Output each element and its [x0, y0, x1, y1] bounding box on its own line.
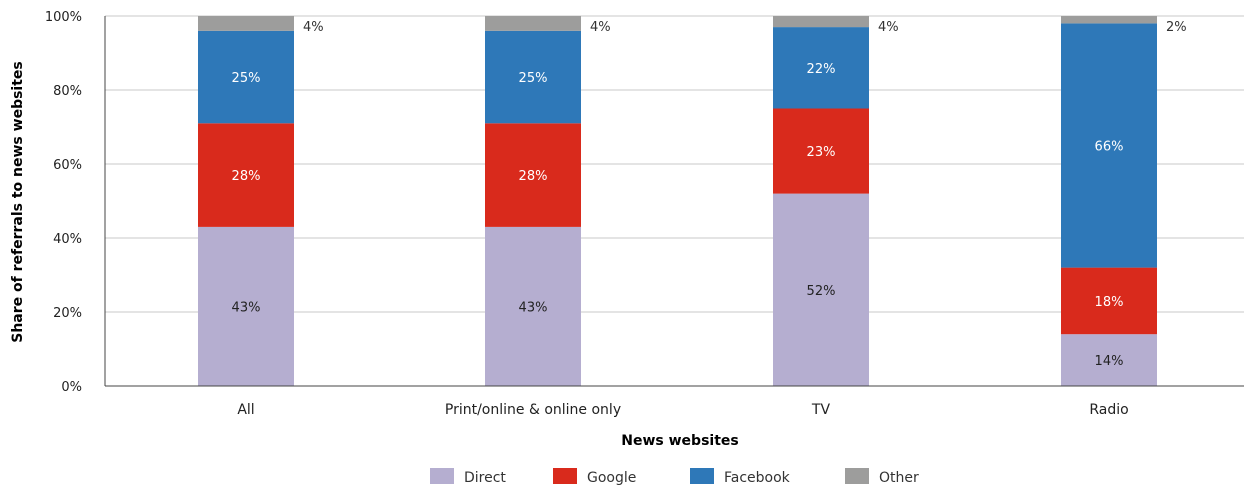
bar-segment-other — [773, 16, 869, 28]
data-label: 66% — [1095, 140, 1124, 155]
data-label: 2% — [1166, 20, 1187, 35]
bar-stack: 43% 28% 25% 4% — [198, 16, 324, 386]
bar-segment-facebook — [485, 30, 581, 124]
axes — [104, 16, 1244, 387]
x-axis-title: News websites — [621, 433, 738, 449]
legend-label: Google — [587, 470, 636, 486]
legend-swatch — [845, 468, 869, 484]
data-label: 25% — [519, 71, 548, 86]
bar-segment-other — [1061, 16, 1157, 24]
legend-item: Google — [553, 468, 636, 486]
x-category-labels: All Print/online & online only TV Radio — [237, 402, 1128, 418]
y-tick-labels: 0% 20% 40% 60% 80% 100% — [45, 10, 82, 395]
data-label: 52% — [807, 284, 836, 299]
x-category-label: Radio — [1089, 402, 1128, 418]
data-label: 28% — [232, 169, 261, 184]
bar-stack: 14% 18% 66% 2% — [1061, 16, 1187, 386]
bar-segment-google — [485, 123, 581, 227]
gridlines — [105, 15, 1244, 313]
legend-swatch — [690, 468, 714, 484]
legend-item: Other — [845, 468, 919, 486]
bar-segment-facebook — [198, 30, 294, 124]
data-label: 43% — [232, 300, 261, 315]
bar-stack: 43% 28% 25% 4% — [485, 16, 611, 386]
bar-segment-other — [485, 16, 581, 31]
y-tick-label: 80% — [53, 84, 82, 99]
data-label: 4% — [878, 20, 899, 35]
data-label: 43% — [519, 300, 548, 315]
data-label: 28% — [519, 169, 548, 184]
bar-segment-direct — [1061, 334, 1157, 386]
legend-item: Direct — [430, 468, 506, 486]
bar-segment-other — [198, 16, 294, 31]
y-tick-label: 100% — [45, 10, 82, 25]
bar-segment-google — [773, 108, 869, 194]
x-category-label: Print/online & online only — [445, 402, 621, 418]
data-label: 22% — [807, 62, 836, 77]
bar-stack: 52% 23% 22% 4% — [773, 16, 899, 386]
bar-segment-google — [198, 123, 294, 227]
y-tick-label: 40% — [53, 232, 82, 247]
data-label: 25% — [232, 71, 261, 86]
y-tick-label: 60% — [53, 158, 82, 173]
bar-segment-facebook — [1061, 23, 1157, 268]
data-label: 4% — [303, 20, 324, 35]
x-category-label: All — [237, 402, 254, 418]
y-axis-title: Share of referrals to news websites — [10, 61, 26, 343]
bar-segment-direct — [773, 193, 869, 386]
x-category-label: TV — [811, 402, 831, 418]
data-label: 4% — [590, 20, 611, 35]
legend-label: Other — [879, 470, 919, 486]
bars: 43% 28% 25% 4% 43% 28% 25% 4% 52% 23% 22% 4% 14% 18% 6… — [198, 16, 1187, 386]
bar-segment-direct — [485, 226, 581, 386]
legend-swatch — [553, 468, 577, 484]
bar-segment-facebook — [773, 27, 869, 109]
data-label: 14% — [1095, 354, 1124, 369]
bar-segment-direct — [198, 226, 294, 386]
legend-label: Facebook — [724, 470, 791, 486]
data-label: 23% — [807, 145, 836, 160]
legend-label: Direct — [464, 470, 506, 486]
legend: Direct Google Facebook Other — [430, 468, 919, 486]
legend-item: Facebook — [690, 468, 791, 486]
legend-swatch — [430, 468, 454, 484]
bar-segment-google — [1061, 267, 1157, 335]
data-label: 18% — [1095, 295, 1124, 310]
y-tick-label: 20% — [53, 306, 82, 321]
y-tick-label: 0% — [61, 380, 82, 395]
